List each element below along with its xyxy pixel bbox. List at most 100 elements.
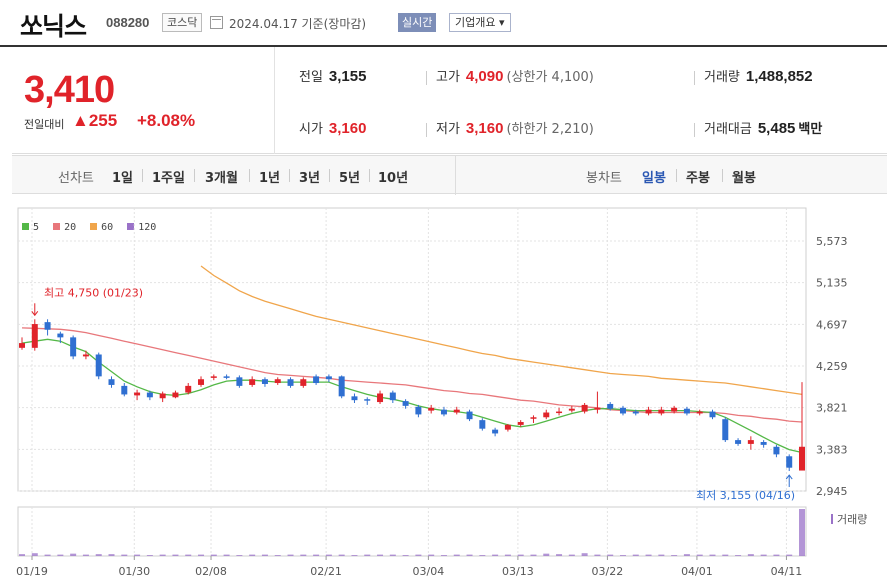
candle-body (261, 379, 268, 384)
candle-body (683, 408, 690, 414)
volume: 거래량 1,488,852 (704, 66, 813, 85)
x-tick-label: 03/22 (592, 565, 624, 578)
trade-value: 거래대금 5,485 백만 (704, 118, 822, 137)
open-label: 시가 (299, 122, 323, 137)
ma60-swatch (90, 223, 98, 230)
volume-bar (786, 554, 793, 556)
lower-limit: (하한가 2,210) (506, 122, 594, 137)
volume-bar (185, 554, 192, 556)
candle-body (44, 322, 51, 330)
y-tick-label: 3,821 (816, 402, 848, 415)
legend-ma120-label: 120 (138, 222, 157, 233)
volume-bar (607, 554, 614, 556)
y-tick-label: 3,383 (816, 443, 848, 456)
period-1w[interactable]: 1주일 (152, 171, 185, 186)
calendar-icon (210, 16, 223, 29)
period-1y[interactable]: 1년 (259, 171, 281, 186)
candle-body (146, 392, 153, 398)
ma60-line (200, 265, 803, 396)
candle-body (57, 333, 64, 338)
candle-body (696, 411, 703, 414)
volume-bar (146, 555, 153, 556)
candle-body (632, 411, 639, 414)
divider (676, 169, 677, 182)
candle-body (185, 385, 192, 393)
price-panel-frame (17, 207, 807, 492)
candle-body (735, 440, 742, 444)
candle-body (159, 393, 166, 399)
volume-bar (338, 554, 345, 556)
candle-body (364, 399, 371, 401)
volume-bar (44, 554, 51, 556)
period-1d[interactable]: 1일 (112, 171, 134, 186)
candle-body (786, 456, 793, 468)
period-3m[interactable]: 3개월 (205, 171, 238, 186)
divider (455, 156, 456, 195)
volume-bar (747, 554, 754, 556)
volume-bar (709, 554, 716, 556)
divider (289, 169, 290, 182)
candle-body (492, 429, 499, 434)
x-tick-label: 04/01 (681, 565, 713, 578)
volume-legend-swatch (831, 514, 833, 524)
open-value: 3,160 (328, 120, 367, 137)
period-3y[interactable]: 3년 (299, 171, 321, 186)
candle-body (747, 440, 754, 444)
candle-body (568, 408, 575, 411)
divider (249, 169, 250, 182)
volume-bar (82, 554, 89, 556)
volume-bar (313, 554, 320, 556)
period-5y[interactable]: 5년 (339, 171, 361, 186)
divider (722, 169, 723, 182)
upper-limit: (상한가 4,100) (506, 70, 594, 85)
candle-weekly[interactable]: 주봉 (686, 171, 710, 186)
high-value: 4,090 (465, 68, 504, 85)
period-selector: 선차트 1일 1주일 3개월 1년 3년 5년 10년 봉차트 일봉 주봉 월봉 (12, 155, 887, 195)
volume-bar (773, 554, 780, 556)
candle-body (440, 409, 447, 415)
candle-body (645, 409, 652, 414)
realtime-button[interactable]: 실시간 (398, 13, 437, 32)
change-amount: ▲255 (72, 111, 118, 130)
volume-label: 거래량 (837, 513, 867, 526)
candle-daily[interactable]: 일봉 (642, 171, 666, 186)
volume-bar (300, 554, 307, 556)
volume-bar (453, 554, 460, 556)
axis-labels: 5,573 5,135 4,697 4,259 3,821 3,383 2,945 01/19… (16, 235, 867, 578)
candle-body (619, 407, 626, 414)
volume-bar (351, 555, 358, 556)
candle-body (377, 393, 384, 403)
low-value: 3,160 (465, 120, 504, 137)
divider (194, 169, 195, 182)
volume-bar (31, 553, 38, 556)
company-overview-dropdown[interactable]: 기업개요 ▾ (449, 13, 511, 32)
period-10y[interactable]: 10년 (378, 171, 409, 186)
volume-bar (198, 554, 205, 556)
volume-bar (57, 554, 64, 556)
ma20-swatch (53, 223, 61, 230)
legend-ma60: 60 (90, 222, 113, 233)
x-tick-label: 01/19 (16, 565, 48, 578)
volume-value: 1,488,852 (745, 68, 813, 85)
candle-monthly[interactable]: 월봉 (732, 171, 756, 186)
volume-bar (504, 554, 511, 556)
volume-bar (722, 554, 729, 556)
candle-body (671, 407, 678, 412)
volume-bar (658, 554, 665, 556)
legend-ma60-label: 60 (101, 222, 114, 233)
candle-body (300, 379, 307, 386)
candle-body (594, 407, 601, 410)
change-label: 전일대비 (24, 118, 65, 131)
header-divider (0, 45, 887, 47)
candle-body (338, 376, 345, 397)
volume-bar (236, 555, 243, 556)
volume-bars (19, 509, 833, 556)
volume-bar (325, 554, 332, 556)
volume-bar (683, 554, 690, 556)
volume-bar (556, 554, 563, 556)
prev-close-label: 전일 (299, 70, 323, 85)
candle-body (223, 376, 230, 378)
volume-bar (581, 553, 588, 556)
ma5-swatch (22, 223, 29, 230)
